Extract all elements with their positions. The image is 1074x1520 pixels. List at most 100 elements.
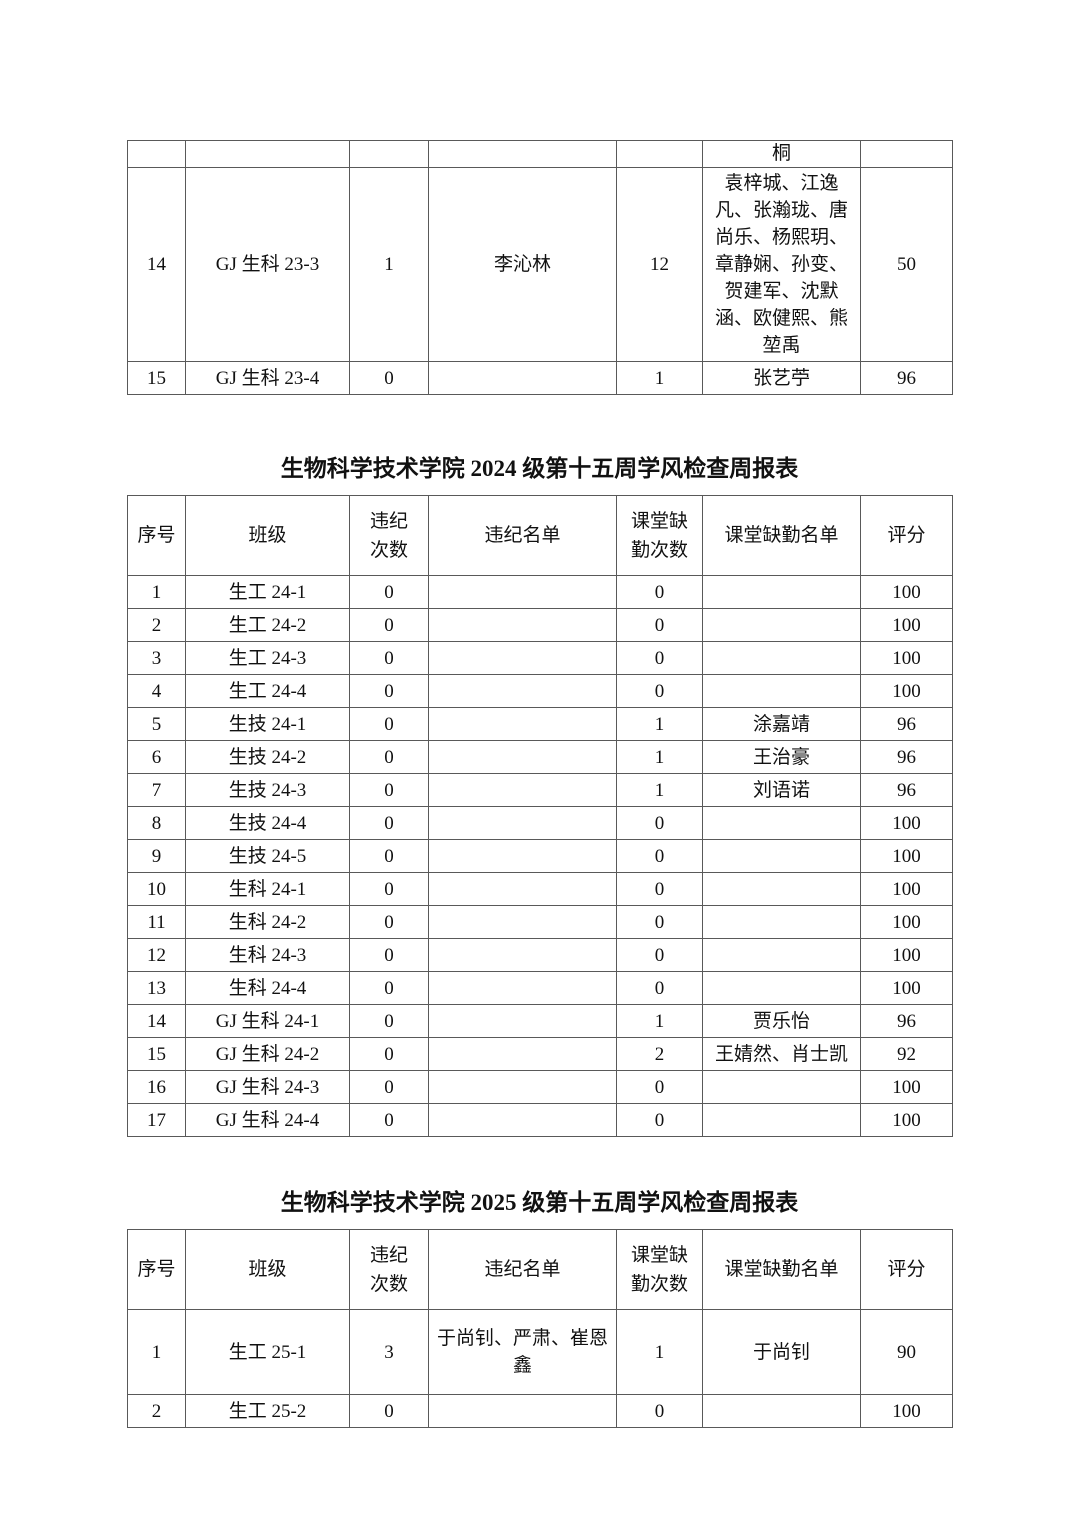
cell-violation_names	[428, 872, 617, 906]
cell-seq: 16	[127, 1070, 186, 1104]
cell-score: 100	[860, 1394, 953, 1428]
cell-violations: 0	[349, 1070, 429, 1104]
cell-score: 100	[860, 641, 953, 675]
table-row: 9 生技 24-5 0 0 100	[127, 839, 953, 873]
cell-violations: 3	[349, 1309, 429, 1395]
cell-seq: 15	[127, 361, 186, 395]
col-header-violations: 违纪 次数	[349, 1229, 429, 1310]
cell-violation_names	[428, 1004, 617, 1038]
cell-violations: 0	[349, 773, 429, 807]
cell-absences: 0	[616, 938, 703, 972]
cell-absences: 0	[616, 1103, 703, 1137]
cell-absences: 1	[616, 361, 703, 395]
header-row: 序号 班级 违纪 次数 违纪名单 课堂缺 勤次数 课堂缺勤名单 评分	[127, 1229, 953, 1310]
cell-seq: 2	[127, 1394, 186, 1428]
table-row: 15 GJ 生科 24-2 0 2 王婧然、肖士凯 92	[127, 1037, 953, 1071]
cell-absence_names	[702, 1070, 861, 1104]
table-row: 4 生工 24-4 0 0 100	[127, 674, 953, 708]
cell-score: 100	[860, 971, 953, 1005]
cell-violation_names	[428, 707, 617, 741]
cell-violation_names: 李沁林	[428, 167, 617, 362]
cell-absences: 0	[616, 641, 703, 675]
cell-absences: 0	[616, 839, 703, 873]
cell-seq: 17	[127, 1103, 186, 1137]
table-body-2025: 1 生工 25-1 3 于尚钊、严肃、崔恩鑫 1 于尚钊 90 2 生工 25-2 0 0 100	[127, 1309, 953, 1428]
cell-violation_names	[428, 1070, 617, 1104]
table-header-2025: 序号 班级 违纪 次数 违纪名单 课堂缺 勤次数 课堂缺勤名单 评分	[127, 1229, 953, 1310]
cell-seq: 6	[127, 740, 186, 774]
cell-violations: 0	[349, 608, 429, 642]
cell-class: GJ 生科 23-4	[185, 361, 350, 395]
cell-violation_names	[428, 140, 617, 168]
cell-absences: 0	[616, 575, 703, 609]
weekly-report-table-2024: 序号 班级 违纪 次数 违纪名单 课堂缺 勤次数 课堂缺勤名单 评分 1 生工 2…	[127, 495, 953, 1137]
cell-seq: 1	[127, 1309, 186, 1395]
col-header-absences: 课堂缺 勤次数	[616, 1229, 703, 1310]
table-body-2024: 1 生工 24-1 0 0 100 2 生工 24-2 0 0 100 3 生工 24-3 0 0 100 4…	[127, 575, 953, 1137]
table-row: 2 生工 25-2 0 0 100	[127, 1394, 953, 1428]
cell-absences: 2	[616, 1037, 703, 1071]
cell-seq: 10	[127, 872, 186, 906]
cell-violation_names: 于尚钊、严肃、崔恩鑫	[428, 1309, 617, 1395]
cell-absence_names	[702, 806, 861, 840]
cell-absences: 0	[616, 674, 703, 708]
cell-class: 生技 24-5	[185, 839, 350, 873]
cell-seq: 14	[127, 1004, 186, 1038]
table-title-2024: 生物科学技术学院 2024 级第十五周学风检查周报表	[280, 456, 799, 481]
cell-violations: 0	[349, 674, 429, 708]
cell-violation_names	[428, 674, 617, 708]
cell-score: 100	[860, 806, 953, 840]
cell-seq: 2	[127, 608, 186, 642]
cell-violations: 0	[349, 839, 429, 873]
cell-class: 生工 24-3	[185, 641, 350, 675]
table-row: 10 生科 24-1 0 0 100	[127, 872, 953, 906]
cell-score: 100	[860, 674, 953, 708]
cell-absence_names: 袁梓城、江逸凡、张瀚珑、唐尚乐、杨熙玥、章静娴、孙变、贺建军、沈默涵、欧健熙、熊…	[702, 167, 861, 362]
cell-violations: 0	[349, 872, 429, 906]
cell-seq: 11	[127, 905, 186, 939]
cell-absences: 0	[616, 806, 703, 840]
cell-absence_names: 涂嘉靖	[702, 707, 861, 741]
cell-violations: 0	[349, 1394, 429, 1428]
col-header-score: 评分	[860, 1229, 953, 1310]
header-row: 序号 班级 违纪 次数 违纪名单 课堂缺 勤次数 课堂缺勤名单 评分	[127, 495, 953, 576]
cell-class: 生技 24-1	[185, 707, 350, 741]
cell-seq: 13	[127, 971, 186, 1005]
cell-class: GJ 生科 24-2	[185, 1037, 350, 1071]
cell-violation_names	[428, 740, 617, 774]
cell-violation_names	[428, 608, 617, 642]
cell-score: 96	[860, 773, 953, 807]
cell-violations: 0	[349, 707, 429, 741]
cell-seq: 7	[127, 773, 186, 807]
table-row: 8 生技 24-4 0 0 100	[127, 806, 953, 840]
table-row: 2 生工 24-2 0 0 100	[127, 608, 953, 642]
cell-seq: 12	[127, 938, 186, 972]
cell-violation_names	[428, 1103, 617, 1137]
cell-absence_names	[702, 575, 861, 609]
cell-absence_names	[702, 872, 861, 906]
cell-seq: 3	[127, 641, 186, 675]
cell-score: 90	[860, 1309, 953, 1395]
cell-absence_names: 张艺苧	[702, 361, 861, 395]
cell-violation_names	[428, 971, 617, 1005]
cell-score: 100	[860, 575, 953, 609]
cell-absence_names	[702, 905, 861, 939]
cell-violations: 0	[349, 1004, 429, 1038]
cell-violations: 0	[349, 740, 429, 774]
cell-absences: 0	[616, 872, 703, 906]
cell-seq: 15	[127, 1037, 186, 1071]
cell-class: 生工 24-4	[185, 674, 350, 708]
cell-violation_names	[428, 839, 617, 873]
table-title-2025: 生物科学技术学院 2025 级第十五周学风检查周报表	[280, 1190, 799, 1215]
col-header-class: 班级	[185, 1229, 350, 1310]
cell-absence_names	[702, 938, 861, 972]
cell-class: 生科 24-1	[185, 872, 350, 906]
cell-absences	[616, 140, 703, 168]
cell-absences: 1	[616, 1004, 703, 1038]
cell-absence_names	[702, 674, 861, 708]
col-header-violation-names: 违纪名单	[428, 495, 617, 576]
table-row: 5 生技 24-1 0 1 涂嘉靖 96	[127, 707, 953, 741]
cell-score: 100	[860, 938, 953, 972]
cell-score: 100	[860, 1070, 953, 1104]
